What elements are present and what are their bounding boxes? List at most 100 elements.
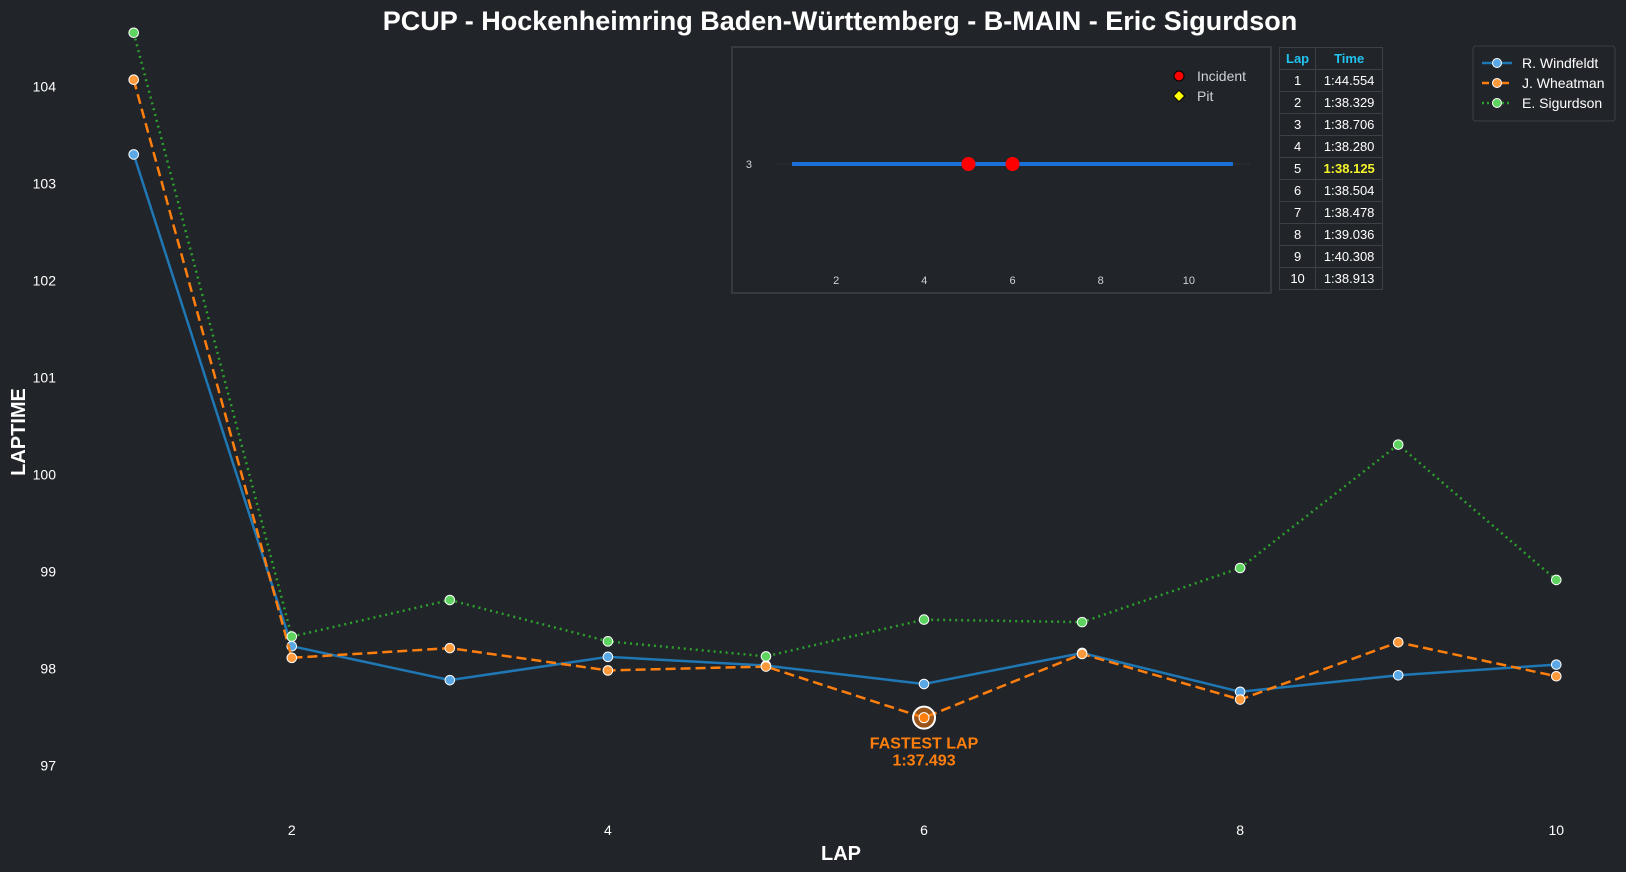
x-tick-label: 2 <box>288 822 296 838</box>
series-layer <box>128 27 1562 723</box>
data-point <box>444 594 456 606</box>
lap-time: 1:40.308 <box>1315 245 1384 268</box>
lap-number: 7 <box>1278 201 1317 224</box>
data-point <box>1550 659 1562 670</box>
data-point <box>1392 637 1404 648</box>
inset-frame <box>731 46 1272 294</box>
lap-number: 2 <box>1278 91 1317 114</box>
data-point <box>918 678 930 690</box>
lap-row: 4 1:38.280 <box>1278 135 1384 158</box>
lap-time: 1:38.329 <box>1315 91 1384 114</box>
data-point <box>1234 562 1246 574</box>
x-tick-label: 10 <box>1549 822 1565 838</box>
data-point <box>602 665 614 676</box>
lap-number: 3 <box>1278 113 1317 136</box>
lap-row: 10 1:38.913 <box>1278 267 1384 290</box>
legend-entry: R. Windfeldt <box>1522 55 1598 71</box>
lap-number: 9 <box>1278 245 1317 268</box>
data-point <box>286 652 298 664</box>
time-column-header: Time <box>1315 47 1384 70</box>
lap-row: 6 1:38.504 <box>1278 179 1384 202</box>
incident-marker <box>961 157 976 171</box>
inset-x-tick-label: 2 <box>833 275 839 287</box>
chart-title: PCUP - Hockenheimring Baden-Württemberg … <box>383 6 1298 36</box>
inset-legend-entry: Pit <box>1197 88 1213 104</box>
y-tick-label: 98 <box>40 661 56 677</box>
lap-time: 1:38.706 <box>1315 113 1384 136</box>
lap-time: 1:44.554 <box>1315 69 1384 92</box>
lap-time: 1:38.478 <box>1315 201 1384 224</box>
lap-column-header: Lap <box>1278 47 1317 70</box>
data-point <box>602 636 614 647</box>
lap-row: 5 1:38.125 <box>1278 157 1384 180</box>
lap-number: 8 <box>1278 223 1317 246</box>
inset-x-tick-label: 6 <box>1009 275 1015 287</box>
data-point <box>1234 694 1246 705</box>
lap-row: 3 1:38.706 <box>1278 113 1384 136</box>
data-point <box>128 27 140 39</box>
fastest-lap-label: FASTEST LAP <box>870 736 979 753</box>
inset-y-tick-label: 3 <box>746 159 752 171</box>
x-tick-label: 8 <box>1236 822 1244 838</box>
legend-entry: E. Sigurdson <box>1522 95 1602 111</box>
data-point <box>1550 574 1562 586</box>
lap-row: 2 1:38.329 <box>1278 91 1384 114</box>
lap-number: 4 <box>1278 135 1317 158</box>
data-point <box>1550 670 1562 682</box>
legend-marker <box>1492 78 1502 88</box>
y-tick-label: 97 <box>40 758 56 774</box>
lap-number: 1 <box>1278 69 1317 92</box>
data-point <box>1076 648 1088 660</box>
inset-legend-pit-marker <box>1172 89 1186 103</box>
lap-row: 9 1:40.308 <box>1278 245 1384 268</box>
y-tick-label: 104 <box>33 79 57 95</box>
series-line-2 <box>132 32 1558 658</box>
y-tick-label: 100 <box>33 467 57 483</box>
data-point <box>1392 669 1404 681</box>
y-tick-label: 99 <box>40 564 56 580</box>
inset-x-tick-label: 8 <box>1098 275 1104 287</box>
series-line-0 <box>132 154 1557 694</box>
series-line-1 <box>132 79 1557 720</box>
data-point <box>444 674 456 686</box>
lap-row: 8 1:39.036 <box>1278 223 1384 246</box>
y-tick-label: 101 <box>33 370 57 386</box>
data-point <box>444 642 456 654</box>
legend-marker <box>1492 58 1502 68</box>
data-point <box>1392 439 1404 450</box>
lap-time: 1:38.280 <box>1315 135 1384 158</box>
data-point <box>602 651 614 663</box>
lap-time: 1:39.036 <box>1315 223 1384 246</box>
lap-time: 1:38.125 <box>1315 157 1384 180</box>
lap-number: 10 <box>1278 267 1317 290</box>
y-axis-ticks: 97 98 99 100 101 102 103 104 <box>33 79 57 774</box>
x-axis-ticks: 2 4 6 8 10 <box>288 822 1564 838</box>
inset-x-tick-label: 10 <box>1183 275 1195 287</box>
data-point <box>1076 616 1088 628</box>
lap-row: 1 1:44.554 <box>1278 69 1384 92</box>
y-tick-label: 102 <box>33 273 57 289</box>
data-point <box>760 651 772 662</box>
x-tick-label: 4 <box>604 822 612 838</box>
inset-legend-entry: Incident <box>1197 68 1246 84</box>
fastest-lap-time: 1:37.493 <box>892 753 955 770</box>
lap-row: 7 1:38.478 <box>1278 201 1384 224</box>
legend-marker <box>1492 98 1502 108</box>
lap-number: 6 <box>1278 179 1317 202</box>
fastest-lap-point <box>918 712 930 724</box>
data-point <box>760 661 772 672</box>
y-axis-label: LAPTIME <box>8 388 30 476</box>
lap-number: 5 <box>1278 157 1317 180</box>
x-axis-label: LAP <box>821 843 861 865</box>
lap-time: 1:38.504 <box>1315 179 1384 202</box>
incident-marker <box>1005 157 1020 171</box>
lap-table-header: Lap Time <box>1278 47 1384 70</box>
x-tick-label: 6 <box>920 822 928 838</box>
inset-legend-incident-marker <box>1173 70 1185 82</box>
lap-times-table: Lap Time 1 1:44.554 2 1:38.329 3 1:38.706 4 1:3… <box>1278 47 1384 290</box>
y-tick-label: 103 <box>33 176 57 192</box>
lap-time: 1:38.913 <box>1315 267 1384 290</box>
legend-entry: J. Wheatman <box>1522 75 1604 91</box>
